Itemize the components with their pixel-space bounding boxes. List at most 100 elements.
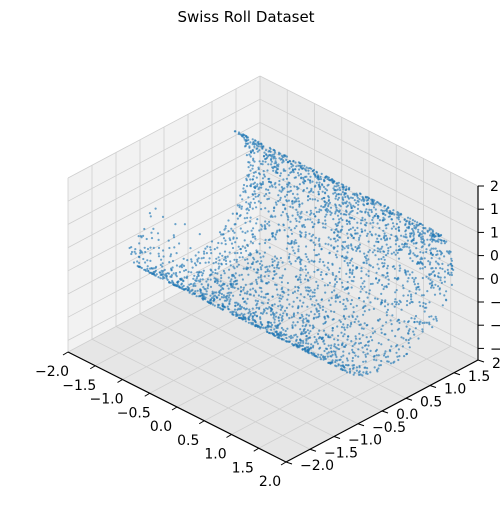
- data-point: [384, 213, 387, 217]
- data-point: [128, 246, 131, 250]
- data-point: [231, 229, 235, 233]
- data-point: [381, 283, 384, 287]
- data-point: [358, 236, 361, 239]
- data-point: [246, 258, 249, 261]
- data-point: [130, 246, 133, 249]
- data-point: [246, 268, 249, 271]
- data-point: [405, 353, 408, 356]
- data-point: [322, 196, 325, 200]
- data-point: [293, 242, 296, 245]
- data-point: [229, 280, 232, 283]
- data-point: [379, 364, 382, 367]
- data-point: [291, 200, 294, 203]
- data-point: [279, 198, 282, 201]
- data-point: [411, 259, 414, 263]
- data-point: [234, 272, 237, 275]
- data-point: [340, 326, 344, 329]
- data-point: [305, 166, 308, 169]
- data-point: [334, 296, 337, 300]
- data-point: [226, 305, 229, 308]
- data-point: [417, 282, 420, 285]
- data-point: [289, 185, 292, 188]
- data-point: [422, 231, 425, 234]
- data-point: [390, 252, 393, 255]
- data-point: [257, 276, 260, 279]
- data-point: [159, 277, 162, 280]
- data-point: [261, 160, 264, 163]
- data-point: [257, 166, 260, 169]
- data-point: [279, 256, 282, 260]
- data-point: [333, 345, 336, 348]
- data-point: [247, 317, 250, 320]
- data-point: [277, 165, 280, 168]
- data-point: [172, 283, 175, 287]
- data-point: [425, 321, 428, 324]
- data-point: [189, 247, 192, 250]
- data-point: [299, 217, 302, 220]
- data-point: [208, 299, 212, 302]
- data-point: [361, 346, 364, 349]
- data-point: [247, 202, 250, 205]
- data-point: [376, 281, 379, 284]
- data-point: [343, 326, 346, 329]
- data-point: [302, 340, 305, 343]
- data-point: [316, 199, 319, 202]
- data-point: [407, 227, 410, 230]
- data-point: [305, 334, 308, 338]
- data-point: [265, 192, 268, 196]
- data-point: [406, 299, 409, 303]
- data-point: [244, 221, 247, 224]
- data-point: [334, 300, 337, 303]
- data-point: [245, 208, 248, 211]
- data-point: [218, 231, 222, 234]
- data-point: [349, 259, 352, 262]
- data-point: [327, 203, 330, 206]
- data-point: [313, 222, 316, 226]
- data-point: [264, 227, 267, 230]
- data-point: [275, 330, 278, 333]
- data-point: [233, 286, 236, 289]
- data-point: [260, 143, 263, 146]
- data-point: [213, 248, 216, 251]
- data-point: [241, 256, 244, 259]
- data-point: [221, 302, 224, 305]
- axis-panes: [68, 76, 478, 462]
- data-point: [450, 264, 453, 267]
- data-point: [297, 345, 300, 348]
- data-point: [292, 300, 295, 303]
- data-point: [397, 257, 401, 260]
- data-point: [332, 237, 335, 240]
- data-point: [351, 364, 354, 367]
- y-tick-label: 2.0: [492, 356, 500, 372]
- data-point: [290, 262, 293, 265]
- data-point: [439, 276, 442, 279]
- data-point: [338, 319, 341, 322]
- data-point: [437, 233, 440, 236]
- data-point: [268, 220, 271, 223]
- data-point: [400, 308, 403, 311]
- data-point: [221, 284, 224, 287]
- data-point: [401, 345, 404, 348]
- data-point: [199, 278, 202, 281]
- data-point: [330, 297, 333, 300]
- data-point: [303, 180, 306, 183]
- data-point: [355, 267, 358, 270]
- data-point: [404, 230, 407, 233]
- data-point: [334, 359, 337, 362]
- data-point: [265, 188, 268, 191]
- data-point: [248, 161, 251, 164]
- data-point: [280, 319, 283, 322]
- data-point: [167, 272, 171, 275]
- data-point: [209, 294, 212, 297]
- data-point: [360, 199, 363, 202]
- data-point: [270, 328, 273, 331]
- data-point: [361, 282, 364, 285]
- data-point: [441, 262, 444, 265]
- data-point: [206, 287, 209, 290]
- data-point: [409, 250, 412, 253]
- data-point: [256, 195, 260, 198]
- data-point: [324, 187, 327, 190]
- data-point: [407, 338, 410, 342]
- data-point: [183, 276, 186, 279]
- data-point: [214, 261, 218, 264]
